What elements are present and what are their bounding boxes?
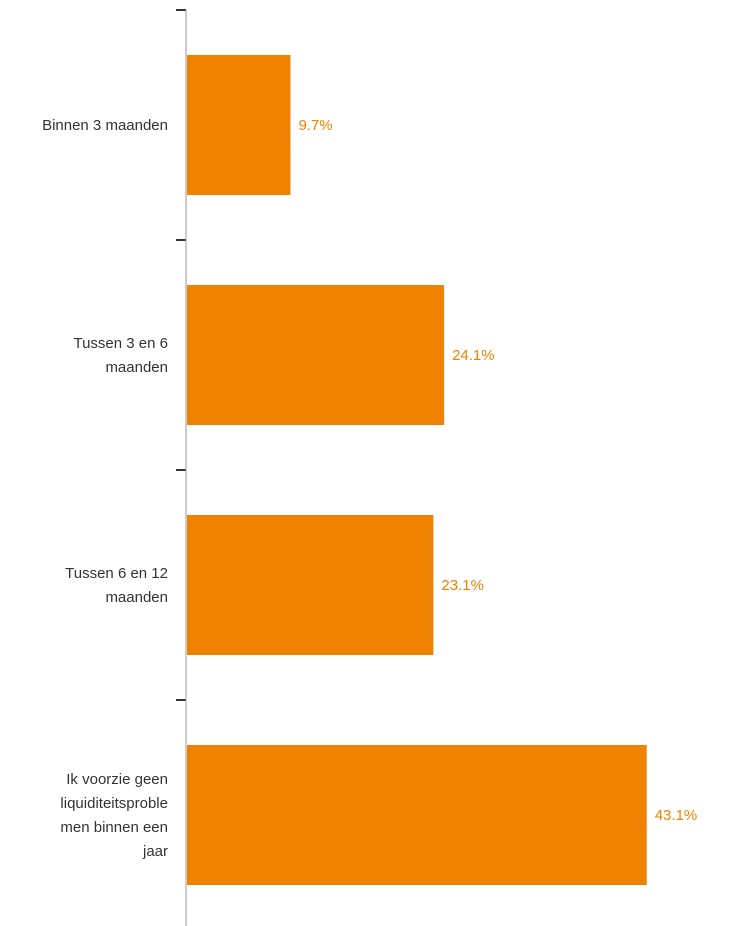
category-label-line: Tussen 3 en 6 [73, 335, 168, 352]
bar [187, 745, 647, 885]
category-label: Tussen 6 en 12 maanden [65, 565, 168, 606]
bar [187, 285, 445, 425]
category-label-line: jaar [142, 843, 168, 860]
category-label: Tussen 3 en 6 maanden [73, 335, 168, 376]
category-label-line: Ik voorzie geen [66, 771, 168, 788]
category-label-line: Binnen 3 maanden [42, 117, 168, 134]
value-label: 9.7% [298, 117, 332, 134]
value-labels: 9.7% 24.1% 23.1% 43.1% [298, 117, 697, 824]
bars [187, 55, 647, 885]
bar [187, 515, 434, 655]
category-label-line: liquiditeitsproble [60, 795, 168, 812]
category-label: Ik voorzie geen liquiditeitsproble men bin… [60, 771, 168, 860]
value-label: 43.1% [655, 807, 698, 824]
value-label: 23.1% [441, 577, 484, 594]
value-label: 24.1% [452, 347, 495, 364]
category-label-line: maanden [105, 589, 168, 606]
category-label-line: Tussen 6 en 12 [65, 565, 168, 582]
axis-ticks [176, 9, 186, 701]
category-label-line: maanden [105, 359, 168, 376]
category-label-line: men binnen een [60, 819, 168, 836]
category-label: Binnen 3 maanden [42, 117, 168, 134]
bar [187, 55, 291, 195]
